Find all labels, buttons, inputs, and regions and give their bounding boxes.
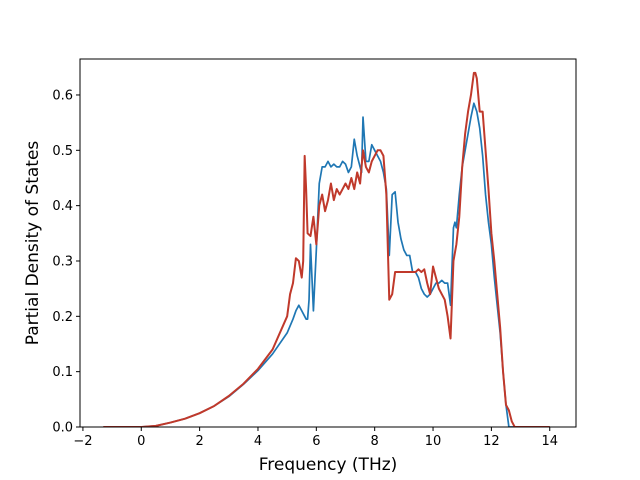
y-tick-label: 0.3 — [52, 254, 73, 269]
plot-area — [103, 71, 550, 427]
x-tick-label: 10 — [425, 434, 442, 449]
x-tick-label: −2 — [73, 434, 92, 449]
axes-frame — [79, 58, 577, 428]
x-tick-label: 14 — [541, 434, 558, 449]
x-tick-label: 8 — [371, 434, 379, 449]
series-line-2 — [103, 71, 550, 427]
axes: −2 0 2 4 6 8 10 12 14 0.0 0.1 0.2 0.3 0.4 0.5 0.6 — [52, 58, 577, 449]
x-tick-label: 6 — [312, 434, 320, 449]
y-axis-title: Partial Density of States — [23, 141, 43, 346]
series-line-1 — [103, 102, 550, 427]
y-tick-label: 0.2 — [52, 310, 73, 325]
y-tick-label: 0.6 — [52, 88, 73, 103]
y-tick-label: 0.4 — [52, 199, 73, 214]
x-tick-label: 12 — [483, 434, 500, 449]
y-tick-label: 0.5 — [52, 144, 73, 159]
y-tick-label: 0.1 — [52, 365, 73, 380]
x-axis-title: Frequency (THz) — [259, 455, 398, 475]
x-tick-label: 0 — [137, 434, 145, 449]
y-tick-label: 0.0 — [52, 421, 73, 436]
x-tick-label: 2 — [195, 434, 203, 449]
x-tick-label: 4 — [254, 434, 262, 449]
